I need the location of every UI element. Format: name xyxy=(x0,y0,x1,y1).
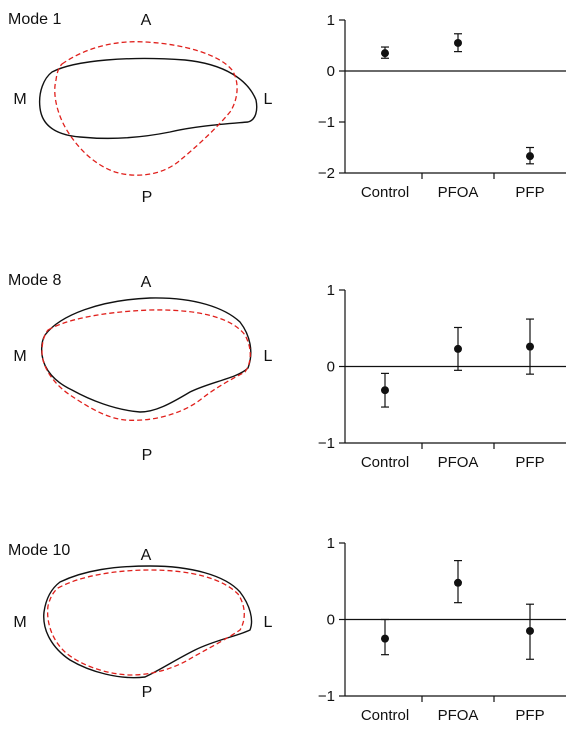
x-tick-label: PFOA xyxy=(438,184,479,201)
y-tick-label: −1 xyxy=(318,435,335,452)
x-tick-label: PFOA xyxy=(438,454,479,471)
y-tick-label: −1 xyxy=(318,688,335,705)
y-tick-label: 0 xyxy=(327,359,335,376)
data-point xyxy=(381,386,389,395)
y-tick-label: 1 xyxy=(327,12,335,29)
mode-label: Mode 1 xyxy=(8,11,61,28)
data-point xyxy=(381,634,389,643)
mean-shape-outline xyxy=(38,57,258,140)
mean-shape-outline xyxy=(43,565,253,679)
lateral-label: L xyxy=(264,91,273,108)
mode-shape-outline xyxy=(41,309,251,421)
lateral-label: L xyxy=(264,614,273,631)
medial-label: M xyxy=(13,614,26,631)
data-point xyxy=(454,344,462,353)
lateral-label: L xyxy=(264,348,273,365)
x-tick-label: Control xyxy=(361,184,409,201)
x-tick-label: PFP xyxy=(515,454,544,471)
y-tick-label: 1 xyxy=(327,535,335,552)
y-tick-label: −1 xyxy=(318,114,335,131)
y-tick-label: 1 xyxy=(327,282,335,299)
x-tick-label: PFP xyxy=(515,707,544,724)
medial-label: M xyxy=(13,91,26,108)
y-tick-label: 0 xyxy=(327,63,335,80)
data-point xyxy=(526,626,534,635)
shape-panel-mode-1: Mode 1 A P M L xyxy=(8,11,273,206)
y-tick-label: −2 xyxy=(318,165,335,182)
mode-10-plot: 1 0 −1 Control PFOA PFP xyxy=(318,535,566,724)
posterior-label: P xyxy=(142,189,153,206)
shape-panel-mode-10: Mode 10 A P M L xyxy=(8,542,273,701)
mode-shape-outline xyxy=(46,569,245,676)
anterior-label: A xyxy=(141,547,152,564)
posterior-label: P xyxy=(142,447,153,464)
x-tick-label: PFOA xyxy=(438,707,479,724)
y-tick-label: 0 xyxy=(327,612,335,629)
mean-shape-outline xyxy=(40,297,252,413)
data-point xyxy=(526,152,534,161)
mode-shape-outline xyxy=(54,41,238,176)
anterior-label: A xyxy=(141,274,152,291)
mode-8-plot: 1 0 −1 Control PFOA PFP xyxy=(318,282,566,471)
mode-1-plot: 1 0 −1 −2 Control PFOA PFP xyxy=(318,12,566,201)
x-tick-label: Control xyxy=(361,707,409,724)
x-tick-label: PFP xyxy=(515,184,544,201)
data-point xyxy=(381,49,389,58)
x-tick-label: Control xyxy=(361,454,409,471)
data-point xyxy=(454,38,462,47)
medial-label: M xyxy=(13,348,26,365)
data-point xyxy=(454,578,462,587)
mode-label: Mode 8 xyxy=(8,272,61,289)
anterior-label: A xyxy=(141,12,152,29)
mode-label: Mode 10 xyxy=(8,542,70,559)
shape-panel-mode-8: Mode 8 A P M L xyxy=(8,272,273,464)
posterior-label: P xyxy=(142,684,153,701)
data-point xyxy=(526,342,534,351)
